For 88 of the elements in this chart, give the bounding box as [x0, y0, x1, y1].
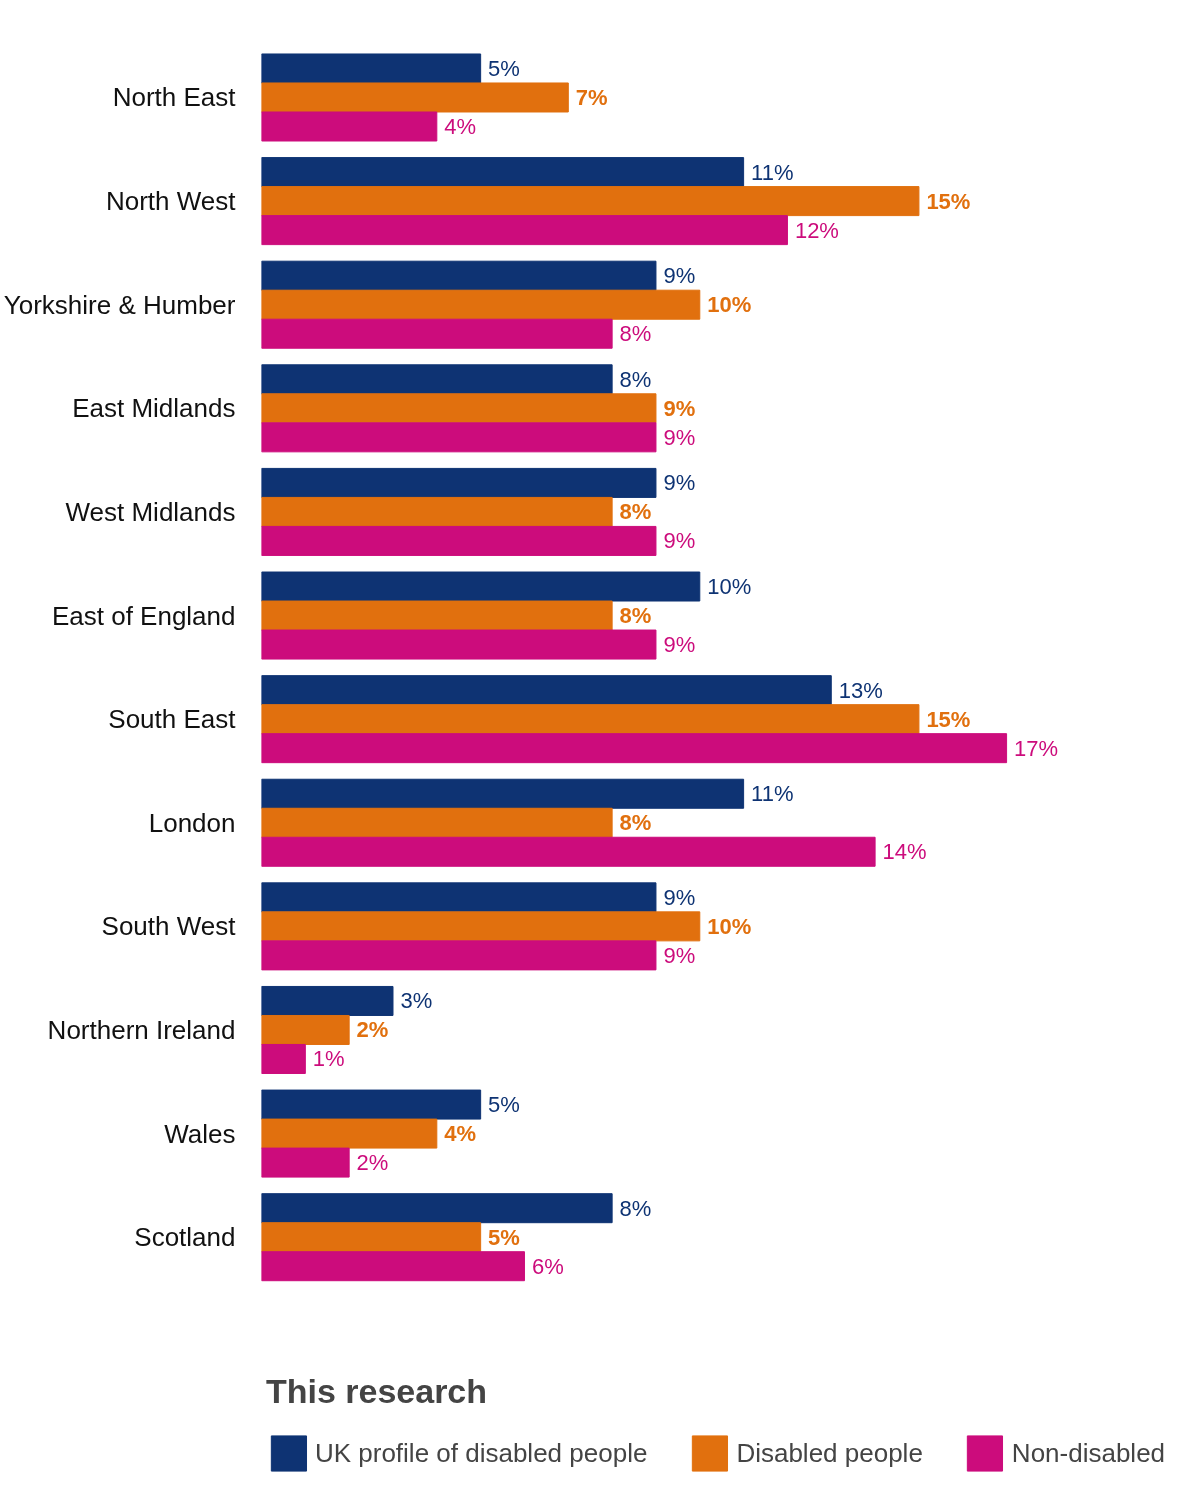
- data-label: 14%: [882, 839, 927, 865]
- data-label: 9%: [663, 632, 696, 658]
- data-label: 4%: [444, 1121, 477, 1147]
- bar: [261, 1089, 482, 1120]
- bar: [261, 600, 613, 631]
- data-label: 8%: [619, 499, 652, 525]
- data-label: 10%: [707, 292, 752, 318]
- legend-title: This research: [265, 1372, 489, 1411]
- bar: [261, 422, 657, 453]
- data-label: 8%: [619, 321, 652, 347]
- bar: [261, 111, 438, 142]
- bar: [261, 733, 1008, 764]
- data-label: 10%: [707, 913, 752, 939]
- bar: [261, 985, 394, 1016]
- y-tick-label: Northern Ireland: [47, 1014, 236, 1045]
- data-label: 9%: [663, 470, 696, 496]
- bar: [261, 807, 613, 838]
- data-label: 8%: [619, 603, 652, 629]
- data-label: 6%: [531, 1253, 564, 1279]
- y-tick-label: Wales: [164, 1118, 236, 1149]
- y-tick-label: South East: [108, 704, 237, 735]
- bar: [261, 1251, 525, 1282]
- data-label: 1%: [312, 1046, 345, 1072]
- y-tick-label: South West: [101, 911, 237, 942]
- bar: [261, 571, 701, 602]
- legend-label: Disabled people: [736, 1437, 923, 1469]
- data-label: 15%: [926, 188, 971, 214]
- y-tick-label: North East: [112, 82, 237, 113]
- data-label: 9%: [663, 263, 696, 289]
- bar: [261, 364, 613, 395]
- data-label: 2%: [356, 1150, 389, 1176]
- data-label: 17%: [1014, 735, 1059, 761]
- data-label: 9%: [663, 942, 696, 968]
- data-label: 9%: [663, 424, 696, 450]
- data-label: 9%: [663, 395, 696, 421]
- y-tick-label: Scotland: [134, 1222, 236, 1253]
- data-label: 10%: [707, 574, 752, 600]
- bar: [261, 1014, 350, 1045]
- y-tick-label: East of England: [51, 600, 236, 631]
- legend-label: UK profile of disabled people: [314, 1437, 648, 1469]
- data-label: 8%: [619, 810, 652, 836]
- data-label: 7%: [575, 84, 608, 110]
- bar: [261, 836, 876, 867]
- bar: [261, 215, 788, 246]
- bar: [261, 1193, 613, 1224]
- bar: [261, 911, 701, 942]
- y-tick-label: London: [148, 807, 236, 838]
- bar: [261, 675, 832, 706]
- bar: [261, 525, 657, 556]
- data-label: 5%: [488, 1224, 520, 1250]
- bar: [261, 393, 657, 424]
- data-label: 4%: [444, 114, 477, 139]
- data-label: 5%: [488, 55, 520, 81]
- bar: [261, 186, 920, 217]
- data-label: 9%: [663, 884, 696, 910]
- legend-label: Non-disabled: [1011, 1437, 1166, 1469]
- bar: [261, 704, 920, 735]
- data-label: 8%: [619, 366, 652, 392]
- data-label: 11%: [751, 781, 794, 807]
- data-label: 3%: [400, 988, 433, 1014]
- data-label: 2%: [356, 1017, 389, 1043]
- bar: [261, 496, 613, 527]
- bar: [261, 467, 657, 498]
- bar: [261, 1147, 350, 1178]
- bar: [261, 260, 657, 291]
- data-label: 11%: [751, 159, 794, 185]
- y-tick-label: West Midlands: [65, 496, 236, 527]
- data-label: 9%: [663, 528, 696, 554]
- bar: [261, 1043, 306, 1074]
- bar: [261, 157, 745, 188]
- bar: [261, 53, 482, 84]
- data-label: 13%: [838, 677, 883, 703]
- bar: [261, 289, 701, 320]
- data-label: 5%: [488, 1092, 520, 1118]
- data-label: 15%: [926, 706, 971, 732]
- bar: [261, 318, 613, 349]
- bar: [261, 778, 745, 809]
- data-label: 8%: [619, 1195, 652, 1221]
- bar: [261, 882, 657, 913]
- data-label: 12%: [794, 217, 839, 243]
- bar: [261, 82, 569, 113]
- bar: [261, 940, 657, 971]
- bar: [261, 629, 657, 660]
- bar: [261, 1222, 482, 1253]
- bar: [261, 1118, 438, 1149]
- y-tick-label: Yorkshire & Humber: [3, 289, 236, 320]
- y-tick-label: North West: [105, 186, 237, 217]
- y-tick-label: East Midlands: [72, 393, 236, 424]
